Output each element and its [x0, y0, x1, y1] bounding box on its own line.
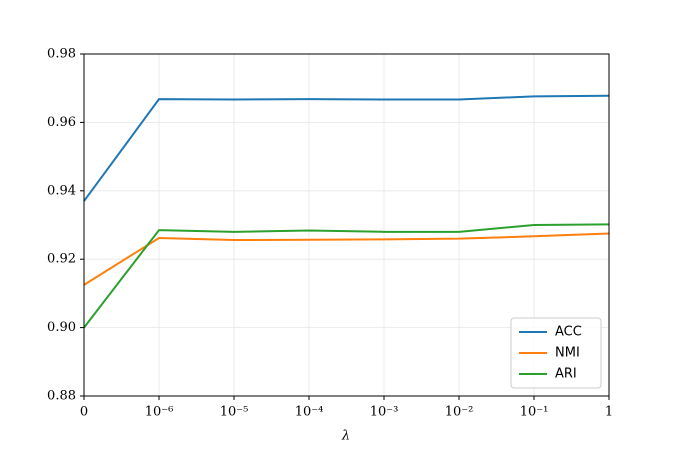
y-tick-label: 0.92	[47, 252, 76, 267]
legend-box	[510, 317, 602, 389]
line	[83, 223, 610, 329]
y-tick-label: 0.90	[47, 320, 76, 335]
legend-label: ARI	[555, 367, 577, 382]
y-tick-label: 0.98	[47, 47, 76, 62]
legend-label: ACC	[555, 325, 582, 340]
x-tick-label: 0	[80, 405, 88, 420]
x-tick-label: 10⁻¹	[520, 405, 549, 420]
y-tick-label: 0.94	[47, 183, 76, 198]
legend-label: NMI	[555, 346, 580, 361]
x-tick-label: 10⁻⁴	[295, 405, 324, 420]
y-tick-label: 0.88	[47, 389, 76, 404]
x-axis-label: λ	[341, 429, 350, 444]
x-tick-label: 10⁻²	[445, 405, 474, 420]
x-tick-label: 10⁻⁵	[220, 405, 249, 420]
plot-frame	[83, 53, 610, 397]
x-tick-label: 1	[605, 405, 613, 420]
line	[83, 94, 610, 202]
legend: ACC NMI ARI	[510, 317, 602, 389]
x-tick-label: 10⁻³	[370, 405, 399, 420]
x-tick-label: 10⁻⁶	[145, 405, 174, 420]
line	[83, 232, 610, 286]
y-tick-label: 0.96	[47, 115, 76, 130]
